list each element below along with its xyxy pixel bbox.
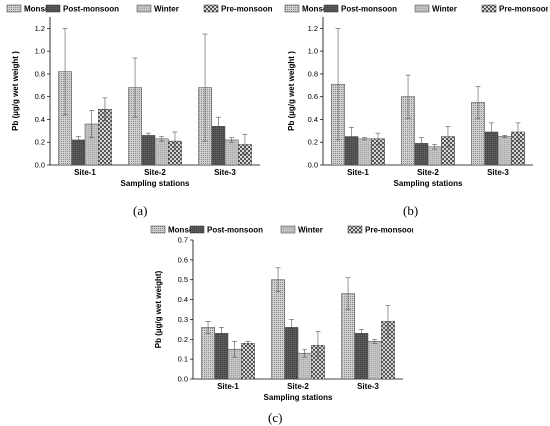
chart-a-xlabel: Sampling stations (121, 179, 190, 188)
panel-label-b: (b) (403, 203, 419, 218)
chart-c-ytick-label: 0.3 (178, 315, 188, 324)
chart-a-legend-swatch (203, 4, 219, 13)
chart-b-legend-label: Winter (432, 5, 457, 14)
chart-b-ylabel: Pb (µg/g wet weight ) (287, 51, 296, 131)
chart-a-xtick-label: Site-2 (144, 168, 166, 177)
chart-c-xtick-label: Site-1 (217, 382, 239, 391)
chart-b-ytick-label: 0.0 (308, 161, 318, 170)
chart-c-legend-label: Winter (298, 226, 323, 235)
chart-c-ytick-label: 0.6 (178, 255, 188, 264)
chart-c-ylabel: Pb (µg/g wet weight) (154, 270, 163, 348)
chart-b-legend-swatch (481, 4, 497, 13)
panel-label-c: (c) (268, 410, 283, 425)
chart-c-legend-label: Post-monsoon (207, 226, 263, 235)
chart-a-ytick-label: 1.0 (35, 47, 45, 56)
chart-a-legend-label: Winter (154, 5, 179, 14)
chart-b-legend-label: Monsoon (302, 5, 338, 14)
chart-c-xtick-label: Site-3 (357, 382, 379, 391)
chart-c-bar (201, 327, 215, 380)
chart-b-ytick-label: 1.2 (308, 24, 318, 33)
chart-b-ytick-label: 0.6 (308, 92, 318, 101)
chart-a-legend-swatch (136, 4, 152, 13)
chart-a-xtick-label: Site-1 (74, 168, 96, 177)
chart-c-ytick-label: 0.1 (178, 355, 188, 364)
chart-a-legend-label: Pre-monsoon (221, 5, 273, 14)
chart-b-xlabel: Sampling stations (394, 179, 463, 188)
chart-a-ytick-label: 0.0 (35, 161, 45, 170)
chart-b-ytick-label: 0.2 (308, 138, 318, 147)
chart-c-legend-swatch (347, 225, 363, 234)
chart-a-legend-label: Post-monsoon (63, 5, 119, 14)
chart-b-legend-swatch (323, 4, 339, 13)
chart-a-legend-swatch (6, 4, 22, 13)
chart-b-ytick-label: 0.8 (308, 69, 318, 78)
chart-a-bar (154, 138, 169, 166)
chart-a-bar (71, 139, 86, 166)
chart-c-ytick-label: 0.7 (178, 236, 188, 245)
chart-c-bar (271, 279, 285, 380)
chart-c-xtick-label: Site-2 (287, 382, 309, 391)
panel-label-a: (a) (133, 203, 148, 218)
chart-b-legend-label: Pre-monsoon (499, 5, 548, 14)
chart-a-ytick-label: 0.2 (35, 138, 45, 147)
chart-b-xtick-label: Site-2 (417, 168, 439, 177)
chart-c-legend-swatch (280, 225, 296, 234)
chart-b-bar (427, 146, 442, 166)
chart-c: Monsoon Post-monsoon Winter Pre-monsoon 0.0 0… (150, 225, 413, 402)
chart-c-xlabel: Sampling stations (264, 393, 333, 402)
chart-c-ytick-label: 0.5 (178, 275, 188, 284)
chart-a-legend-label: Monsoon (24, 5, 60, 14)
chart-a-bar (141, 135, 156, 166)
chart-a-ytick-label: 1.2 (35, 24, 45, 33)
chart-c-legend-label: Monsoon (168, 226, 204, 235)
chart-c-legend-label: Pre-monsoon (365, 226, 413, 235)
chart-c-legend-swatch (150, 225, 166, 234)
chart-a-ytick-label: 0.8 (35, 69, 45, 78)
chart-b-xtick-label: Site-1 (347, 168, 369, 177)
chart-c-bar (241, 343, 255, 380)
chart-c-bar (214, 333, 229, 380)
chart-a-legend-swatch (45, 4, 61, 13)
chart-b: Monsoon Post-monsoon Winter Pre-monsoon 0.0 0… (284, 4, 548, 188)
chart-b-ytick-label: 1.0 (308, 47, 318, 56)
chart-b-legend-swatch (284, 4, 300, 13)
chart-a-ylabel: Pb (µg/g wet weight ) (11, 51, 20, 131)
chart-a-xtick-label: Site-3 (214, 168, 236, 177)
chart-a-bar (224, 139, 239, 166)
chart-b-legend-label: Post-monsoon (341, 5, 397, 14)
chart-a-ytick-label: 0.6 (35, 92, 45, 101)
chart-b-bar (357, 138, 372, 166)
chart-c-ytick-label: 0.4 (178, 295, 188, 304)
chart-c-ytick-label: 0.0 (178, 375, 188, 384)
chart-c-bar (354, 333, 369, 380)
chart-b-xtick-label: Site-3 (487, 168, 509, 177)
chart-c-ytick-label: 0.2 (178, 335, 188, 344)
chart-c-bar (367, 341, 382, 380)
chart-a-ytick-label: 0.4 (35, 115, 45, 124)
chart-a: Monsoon Post-monsoon Winter Pre-monsoon 0.0 0… (6, 4, 273, 188)
chart-b-ytick-label: 0.4 (308, 115, 318, 124)
chart-c-legend-swatch (189, 225, 205, 234)
chart-b-bar (497, 136, 512, 166)
chart-b-legend-swatch (414, 4, 430, 13)
